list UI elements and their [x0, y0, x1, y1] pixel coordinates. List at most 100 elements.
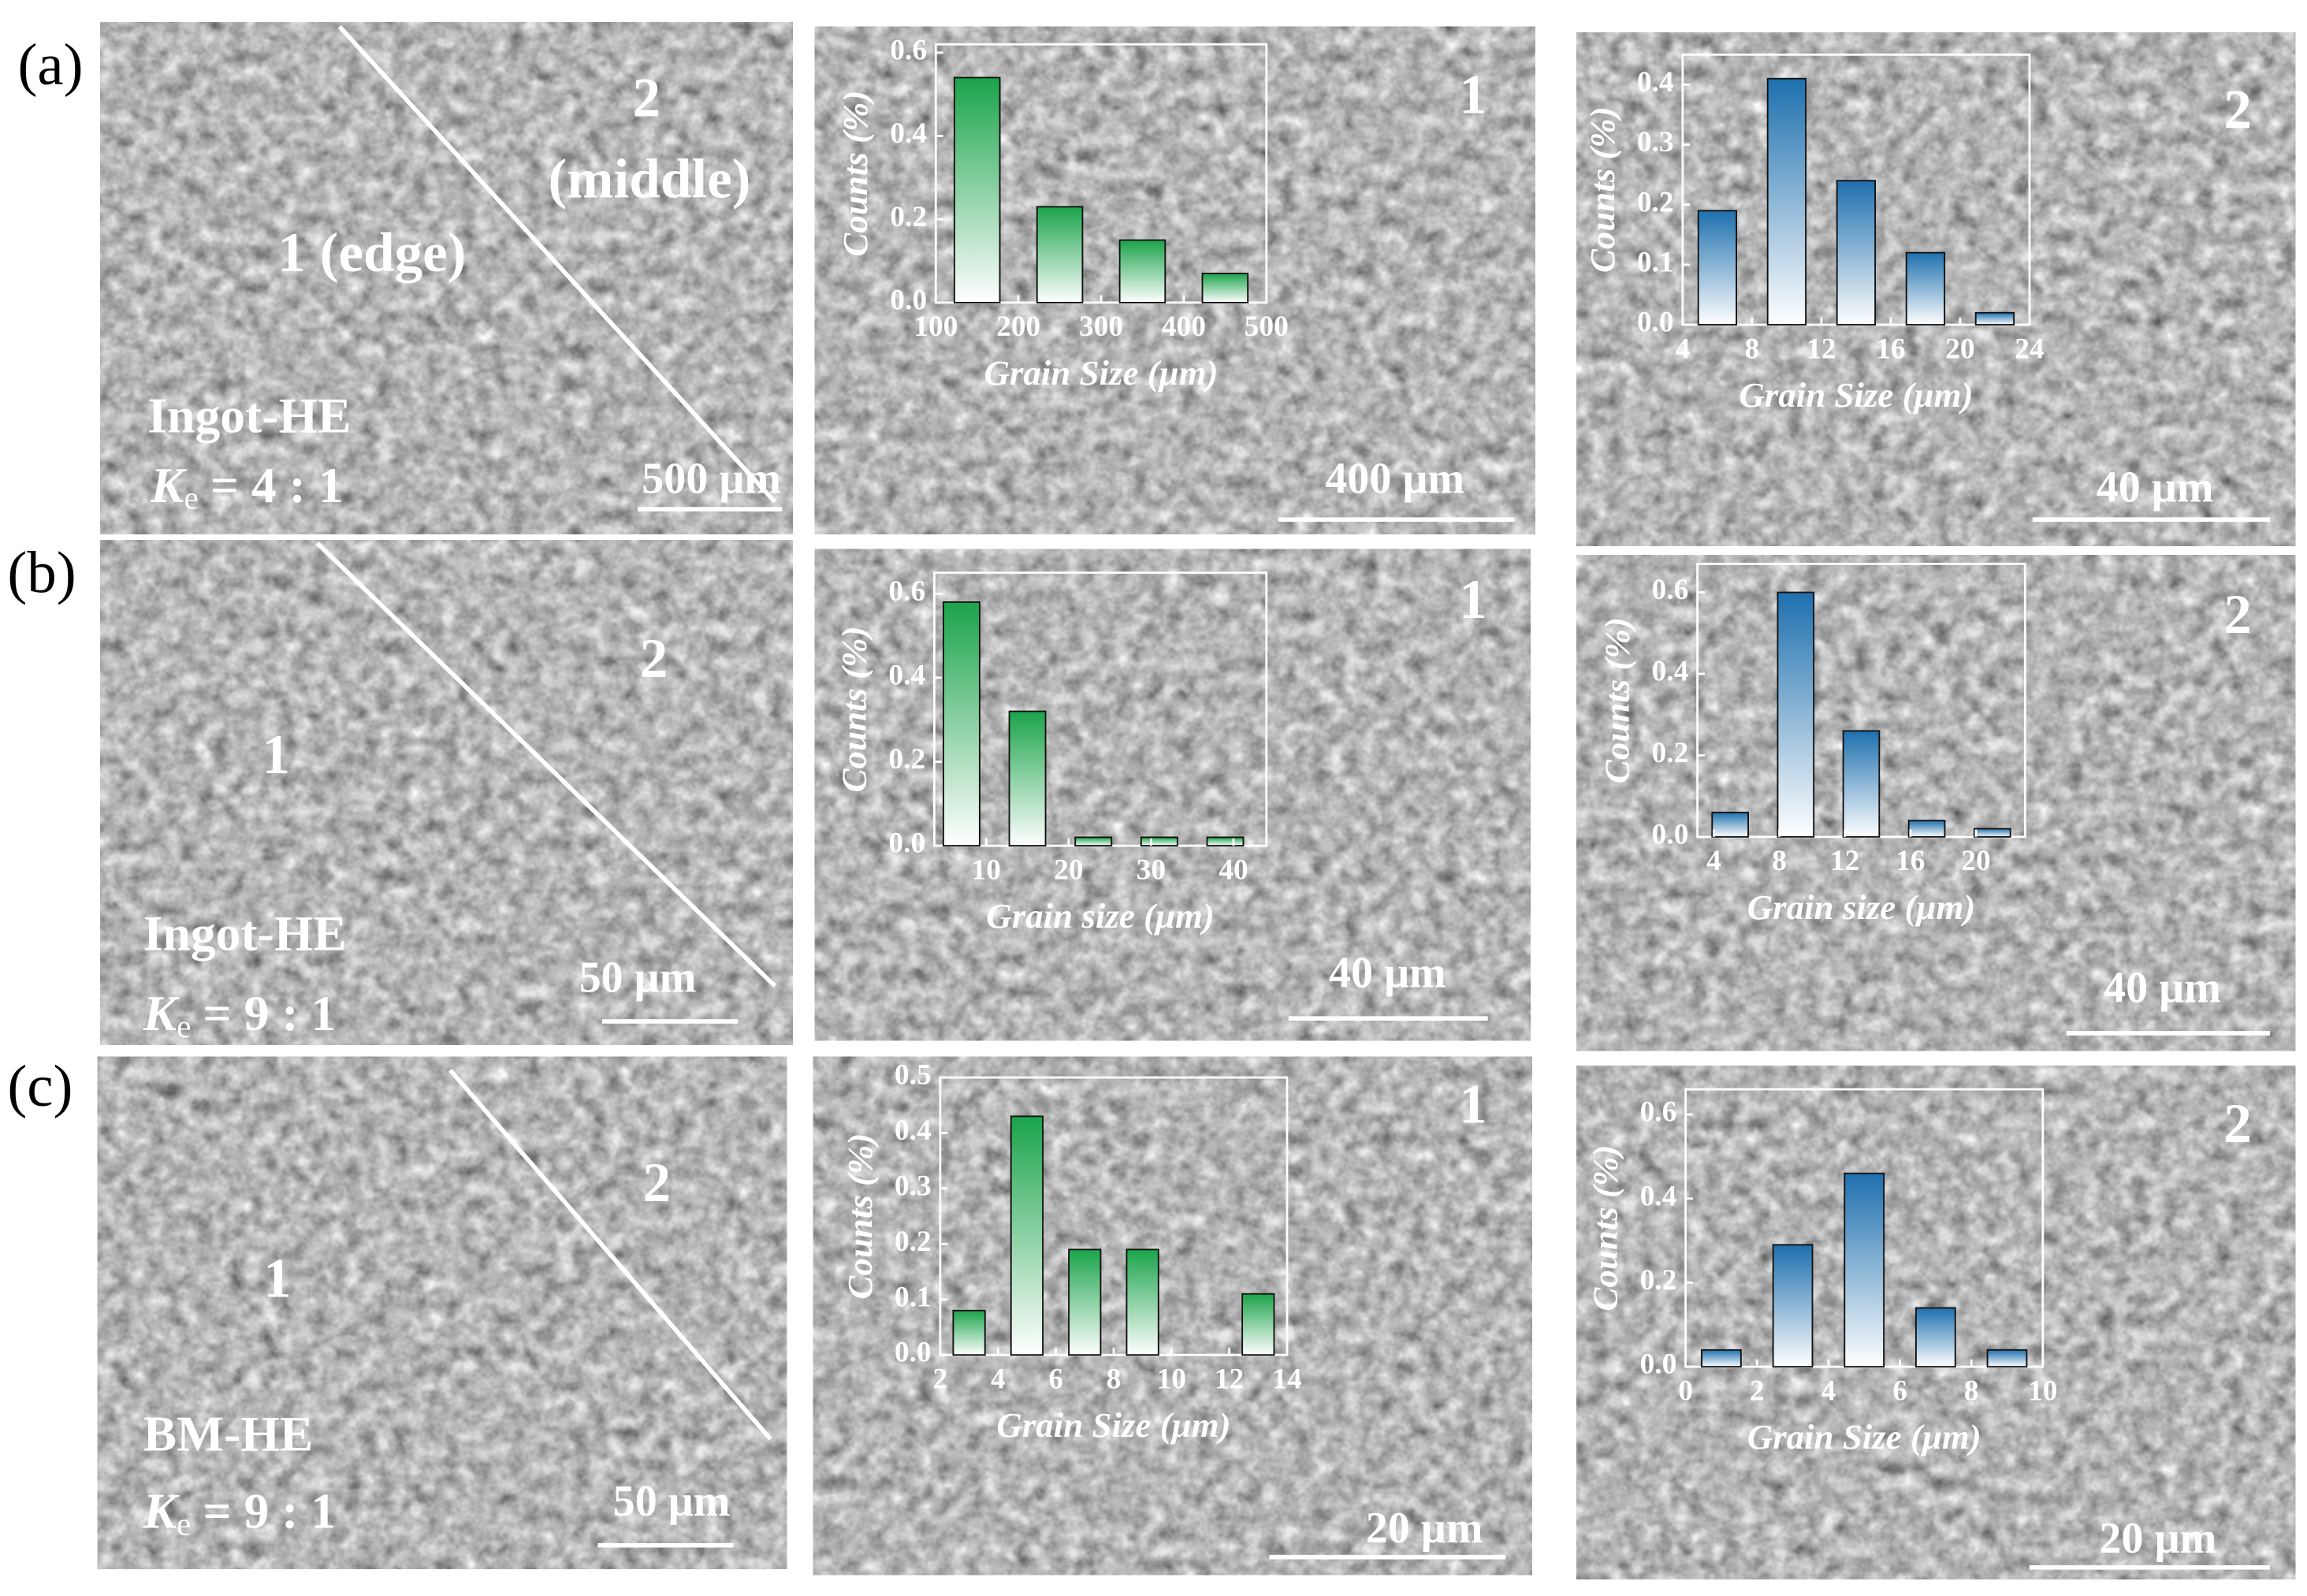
y-axis-label: Counts (%): [835, 91, 875, 257]
x-tick-label: 12: [1215, 1363, 1244, 1395]
y-tick-label: 0.5: [895, 1059, 932, 1092]
x-axis-label: Grain Size (μm): [996, 1405, 1230, 1445]
y-tick-label: 0.4: [890, 117, 927, 150]
x-tick-label: 200: [996, 311, 1040, 343]
x-tick-label: 4: [1821, 1375, 1836, 1407]
panel-label: (c): [7, 1054, 73, 1119]
x-tick-label: 16: [1876, 333, 1905, 365]
boundary-line: [448, 1068, 772, 1441]
bar: [1140, 836, 1178, 847]
bar: [1766, 77, 1807, 326]
y-tick-label: 0.2: [895, 1226, 932, 1258]
y-tick-label: 0.3: [1637, 126, 1674, 158]
ratio-value: = 9 : 1: [203, 1483, 336, 1538]
x-tick-label: 4: [1675, 333, 1690, 365]
y-axis-label: Counts (%): [1586, 1145, 1625, 1311]
x-tick-label: 24: [2015, 333, 2045, 365]
scale-bar-label: 500 μm: [642, 454, 781, 503]
sem-image: [100, 22, 793, 534]
region-label: 2: [632, 67, 660, 128]
y-tick-label: 0.0: [1652, 818, 1689, 850]
ratio-symbol: K: [150, 456, 187, 512]
x-axis-label: Grain Size (μm): [984, 353, 1218, 392]
region-label: (middle): [549, 148, 751, 210]
y-tick-label: 0.2: [888, 743, 925, 776]
sem-image: [813, 1056, 1532, 1576]
x-tick-label: 16: [1896, 845, 1925, 877]
x-tick-label: 2: [933, 1363, 948, 1395]
x-tick-label: 6: [1048, 1363, 1063, 1395]
scale-bar-label: 20 μm: [2099, 1514, 2216, 1563]
y-axis-label: Counts (%): [1583, 106, 1622, 273]
bar: [1914, 1307, 1956, 1368]
y-tick-label: 0.1: [1637, 246, 1674, 278]
x-tick-label: 10: [1157, 1363, 1186, 1395]
x-tick-label: 500: [1245, 311, 1289, 343]
x-tick-label: 20: [1054, 854, 1083, 886]
region-label: 1: [263, 1248, 292, 1310]
x-tick-label: 4: [991, 1363, 1006, 1395]
x-axis-label: Grain Size (μm): [1747, 1417, 1981, 1456]
y-tick-label: 0.0: [1637, 307, 1674, 339]
y-tick-label: 0.0: [888, 828, 925, 860]
scale-bar-label: 400 μm: [1325, 454, 1464, 503]
sample-name: Ingot-HE: [147, 387, 351, 443]
bar: [1201, 272, 1249, 303]
y-tick-label: 0.2: [1640, 1264, 1677, 1297]
bar: [1973, 828, 2011, 838]
y-tick-label: 0.0: [890, 285, 927, 317]
scale-bar-label: 50 μm: [613, 1477, 731, 1526]
region-label: 2: [2223, 584, 2252, 645]
bar: [1241, 1293, 1275, 1356]
region-label: 2: [2223, 1093, 2252, 1155]
x-tick-label: 30: [1137, 854, 1166, 886]
sem-image: [100, 540, 793, 1045]
bar: [1126, 1248, 1159, 1356]
bar: [1986, 1349, 2028, 1368]
bar: [1074, 836, 1113, 847]
ratio-label: Ke = 4 : 1: [150, 456, 344, 516]
y-tick-label: 0.4: [1637, 66, 1674, 99]
scale-bar-label: 40 μm: [1329, 949, 1446, 998]
x-tick-label: 6: [1892, 1375, 1907, 1407]
x-axis-label: Grain size (μm): [986, 896, 1215, 936]
region-label: 2: [643, 1152, 672, 1214]
y-tick-label: 0.2: [1637, 186, 1674, 218]
bar: [953, 76, 1001, 303]
ratio-label: Ke = 9 : 1: [143, 1483, 337, 1542]
bar: [942, 601, 980, 847]
y-tick-label: 0.4: [895, 1114, 932, 1147]
ratio-symbol: K: [143, 1483, 180, 1538]
region-label: 1: [1459, 1074, 1487, 1136]
bar: [1772, 1244, 1814, 1368]
region-label: 2: [640, 628, 668, 690]
x-tick-label: 14: [1272, 1363, 1302, 1395]
sem-image: [1576, 555, 2296, 1051]
region-label: 1 (edge): [277, 222, 466, 284]
x-tick-label: 20: [1945, 333, 1974, 365]
y-tick-label: 0.6: [1640, 1096, 1677, 1129]
bar: [1068, 1248, 1102, 1356]
bar: [1974, 311, 2015, 326]
y-tick-label: 0.6: [890, 34, 927, 66]
boundary-line: [315, 541, 777, 988]
bar: [1697, 210, 1738, 326]
region-label: 2: [2223, 79, 2252, 140]
x-tick-label: 2: [1750, 1375, 1765, 1407]
y-tick-label: 0.4: [1640, 1180, 1677, 1212]
bar: [1701, 1349, 1742, 1368]
x-tick-label: 12: [1807, 333, 1836, 365]
scale-bar-label: 20 μm: [1366, 1504, 1483, 1553]
x-tick-label: 0: [1678, 1375, 1693, 1407]
ratio-subscript: e: [184, 480, 198, 516]
bar: [952, 1309, 986, 1356]
ratio-subscript: e: [177, 1009, 191, 1045]
region-label: 1: [1459, 65, 1487, 126]
panel-label: (b): [7, 540, 76, 605]
y-tick-label: 0.6: [1652, 574, 1689, 606]
boundary-line: [337, 24, 777, 504]
bar: [1008, 710, 1047, 847]
x-tick-label: 10: [2028, 1375, 2057, 1407]
